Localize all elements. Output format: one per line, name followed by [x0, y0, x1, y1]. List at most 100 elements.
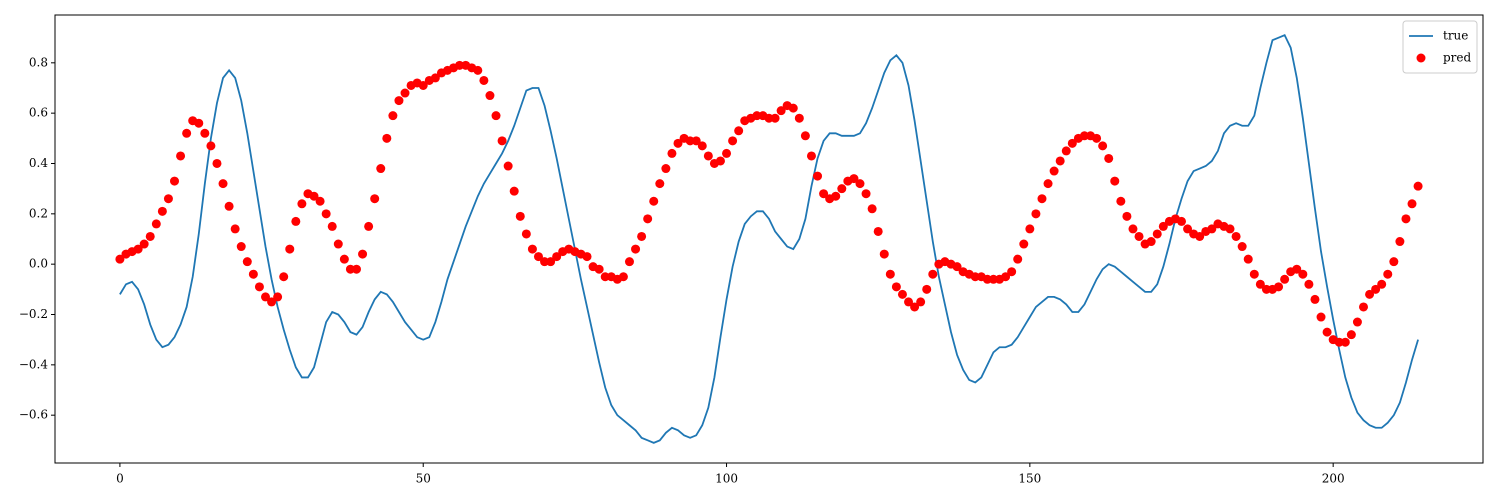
scatter-point: [637, 231, 647, 241]
scatter-point: [728, 136, 738, 146]
scatter-point: [333, 239, 343, 249]
scatter-point: [1152, 229, 1162, 239]
scatter-point: [212, 158, 222, 168]
series-line: [119, 33, 1419, 444]
legend-marker: [1416, 53, 1426, 63]
scatter-point: [309, 191, 319, 201]
scatter-point: [1225, 224, 1235, 234]
scatter-point: [503, 161, 513, 171]
scatter-point: [1358, 302, 1368, 312]
scatter-point: [485, 91, 495, 101]
scatter-point: [1377, 279, 1387, 289]
scatter-point: [910, 302, 920, 312]
scatter-point: [879, 249, 889, 259]
scatter-point: [115, 254, 125, 264]
scatter-point: [394, 96, 404, 106]
scatter-point: [1274, 282, 1284, 292]
y-tick-label: 0.6: [29, 106, 48, 120]
y-tick-label: 0.0: [29, 257, 48, 271]
scatter-point: [133, 244, 143, 254]
scatter-point: [1389, 257, 1399, 267]
scatter-point: [1067, 138, 1077, 148]
scatter-point: [400, 88, 410, 98]
scatter-point: [1304, 279, 1314, 289]
scatter-point: [358, 249, 368, 259]
scatter-point: [218, 179, 228, 189]
y-tick-label: 0.8: [29, 55, 48, 69]
scatter-point: [351, 264, 361, 274]
scatter-point: [776, 106, 786, 116]
y-tick-label: 0.2: [29, 206, 48, 220]
scatter-point: [1122, 211, 1132, 221]
scatter-point: [594, 264, 604, 274]
scatter-point: [260, 292, 270, 302]
scatter-point: [552, 252, 562, 262]
scatter-point: [1025, 224, 1035, 234]
scatter-point: [364, 221, 374, 231]
scatter-point: [837, 184, 847, 194]
scatter-point: [291, 216, 301, 226]
scatter-point: [388, 111, 398, 121]
legend-label: true: [1443, 29, 1468, 43]
scatter-point: [339, 254, 349, 264]
scatter-point: [327, 221, 337, 231]
scatter-point: [376, 164, 386, 174]
scatter-point: [661, 164, 671, 174]
scatter-point: [151, 219, 161, 229]
scatter-point: [1407, 199, 1417, 209]
scatter-point: [230, 224, 240, 234]
scatter-point: [794, 113, 804, 123]
scatter-point: [1037, 194, 1047, 204]
scatter-point: [715, 156, 725, 166]
scatter-point: [182, 128, 192, 138]
y-tick-label: 0.4: [29, 156, 48, 170]
x-tick-label: 200: [1322, 472, 1345, 486]
scatter-point: [473, 65, 483, 75]
scatter-point: [1031, 209, 1041, 219]
scatter-point: [1043, 179, 1053, 189]
scatter-point: [655, 179, 665, 189]
scatter-point: [1383, 269, 1393, 279]
scatter-point: [849, 174, 859, 184]
scatter-point: [1158, 221, 1168, 231]
scatter-point: [1146, 237, 1156, 247]
scatter-point: [297, 199, 307, 209]
scatter-point: [806, 151, 816, 161]
scatter-point: [618, 272, 628, 282]
scatter-point: [1371, 284, 1381, 294]
scatter-point: [273, 292, 283, 302]
scatter-point: [1013, 254, 1023, 264]
scatter-point: [891, 282, 901, 292]
scatter-point: [1340, 337, 1350, 347]
scatter-point: [667, 148, 677, 158]
scatter-point: [1116, 196, 1126, 206]
scatter-point: [631, 244, 641, 254]
scatter-point: [897, 289, 907, 299]
scatter-point: [176, 151, 186, 161]
scatter-point: [867, 204, 877, 214]
scatter-point: [418, 80, 428, 90]
scatter-point: [1298, 269, 1308, 279]
scatter-point: [1007, 267, 1017, 277]
scatter-point: [861, 189, 871, 199]
y-tick-label: −0.6: [19, 408, 48, 422]
scatter-point: [1255, 279, 1265, 289]
scatter-point: [285, 244, 295, 254]
scatter-point: [170, 176, 180, 186]
scatter-point: [200, 128, 210, 138]
scatter-point: [248, 269, 258, 279]
legend-label: pred: [1443, 51, 1472, 65]
scatter-point: [624, 257, 634, 267]
scatter-point: [497, 136, 507, 146]
scatter-point: [1237, 242, 1247, 252]
scatter-point: [1292, 264, 1302, 274]
scatter-point: [1207, 224, 1217, 234]
scatter-point: [267, 297, 277, 307]
x-tick-label: 0: [116, 472, 124, 486]
scatter-point: [515, 211, 525, 221]
scatter-point: [1134, 231, 1144, 241]
scatter-point: [1231, 231, 1241, 241]
scatter-point: [813, 171, 823, 181]
scatter-point: [1177, 216, 1187, 226]
